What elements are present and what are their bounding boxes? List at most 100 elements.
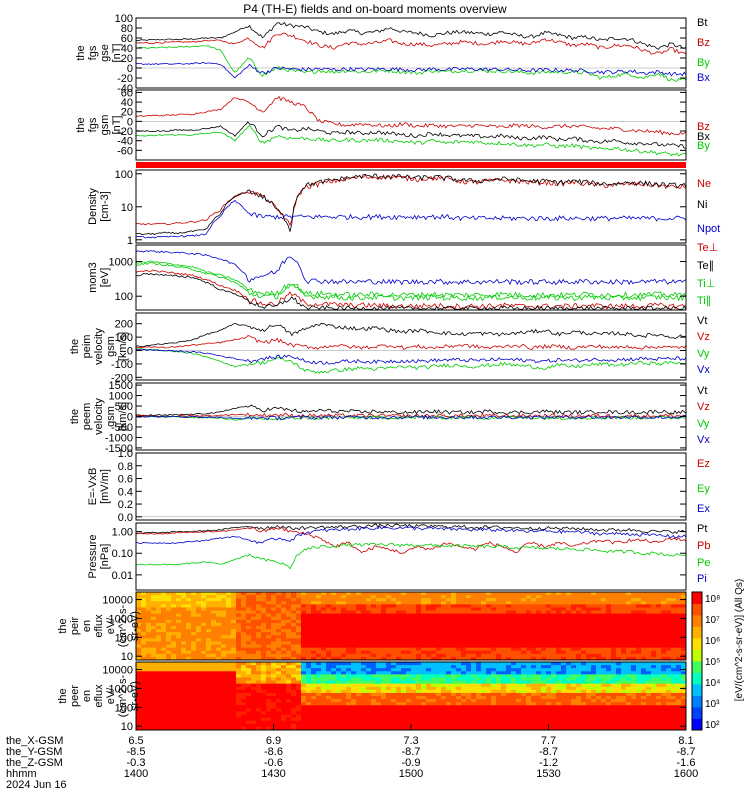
spectrogram-cell [496,723,502,728]
spectrogram-cell [396,598,402,602]
y-tick-label: 500 [115,401,133,413]
spectrogram-cell [571,592,577,596]
spectrogram-cell [571,711,577,715]
spectrogram-cell [256,656,262,661]
spectrogram-cell [646,653,652,658]
spectrogram-cell [606,692,612,697]
spectrogram-cell [471,696,477,700]
spectrogram-cell [551,647,557,652]
spectrogram-cell [276,601,282,605]
spectrogram-cell [241,592,247,596]
spectrogram-cell [426,619,432,624]
spectrogram-cell [541,723,547,728]
spectrogram-cell [431,696,437,700]
spectrogram-cell [531,613,537,618]
spectrogram-cell [581,613,587,618]
spectrogram-cell [161,674,167,678]
spectrogram-cell [466,592,472,596]
spectrogram-cell [571,650,577,655]
spectrogram-cell [251,680,257,685]
spectrogram-cell [641,647,647,652]
spectrogram-cell [156,714,162,719]
spectrogram-cell [271,705,277,709]
spectrogram-cell [226,674,232,678]
series-line-Ti⊥ [135,260,687,299]
spectrogram-cell [146,668,152,672]
spectrogram-cell [606,619,612,624]
spectrogram-cell [241,595,247,599]
spectrogram-cell [676,616,682,621]
spectrogram-cell [476,702,482,706]
spectrogram-cell [566,702,572,706]
y-axis-label: gse [99,44,111,62]
spectrogram-cell [531,689,537,694]
spectrogram-cell [286,677,292,681]
spectrogram-cell [196,689,202,694]
spectrogram-cell [576,610,582,615]
spectrogram-cell [326,711,332,715]
series-line-Bt [135,21,687,50]
spectrogram-cell [371,674,377,678]
spectrogram-cell [221,714,227,719]
legend-label: By [697,140,710,152]
spectrogram-cell [651,665,657,669]
spectrogram-cell [361,626,367,630]
spectrogram-cell [291,592,297,596]
spectrogram-cell [471,668,477,672]
spectrogram-cell [541,671,547,675]
spectrogram-cell [166,711,172,715]
spectrogram-cell [386,610,392,615]
spectrogram-cell [246,635,252,639]
spectrogram-cell [646,699,652,703]
spectrogram-cell [376,689,382,694]
spectrogram-cell [501,696,507,700]
spectrogram-cell [211,656,217,661]
spectrogram-cell [501,662,507,666]
spectrogram-cell [381,723,387,728]
spectrogram-cell [326,689,332,694]
spectrogram-cell [576,592,582,596]
spectrogram-cell [366,629,372,633]
spectrogram-cell [621,683,627,688]
spectrogram-cell [581,720,587,725]
spectrogram-cell [246,592,252,596]
spectrogram-cell [171,714,177,719]
spectrogram-cell [511,616,517,621]
spectrogram-cell [186,641,192,645]
spectrogram-cell [466,619,472,624]
spectrogram-cell [481,680,487,685]
spectrogram-cell [286,665,292,669]
spectrogram-cell [436,711,442,715]
spectrogram-cell [411,662,417,666]
spectrogram-cell [311,616,317,621]
spectrogram-cell [396,641,402,645]
spectrogram-cell [541,622,547,627]
spectrogram-cell [561,689,567,694]
spectrogram-cell [571,680,577,685]
spectrogram-cell [591,711,597,715]
spectrogram-cell [361,665,367,669]
spectrogram-cell [396,622,402,627]
spectrogram-cell [621,647,627,652]
spectrogram-cell [616,592,622,596]
spectrogram-cell [611,632,617,636]
spectrogram-cell [461,604,467,608]
spectrogram-cell [551,677,557,681]
spectrogram-cell [321,674,327,678]
spectrogram-cell [346,726,352,731]
spectrogram-cell [646,650,652,655]
spectrogram-cell [451,708,457,712]
spectrogram-cell [181,708,187,712]
spectrogram-cell [241,613,247,618]
spectrogram-cell [566,619,572,624]
spectrogram-cell [441,616,447,621]
spectrogram-cell [601,699,607,703]
spectrogram-cell [141,717,147,722]
legend-label: Pe [697,557,710,569]
spectrogram-cell [241,644,247,649]
spectrogram-cell [221,671,227,675]
spectrogram-cell [476,638,482,642]
spectrogram-cell [671,595,677,599]
spectrogram-cell [621,592,627,596]
spectrogram-cell [541,662,547,666]
